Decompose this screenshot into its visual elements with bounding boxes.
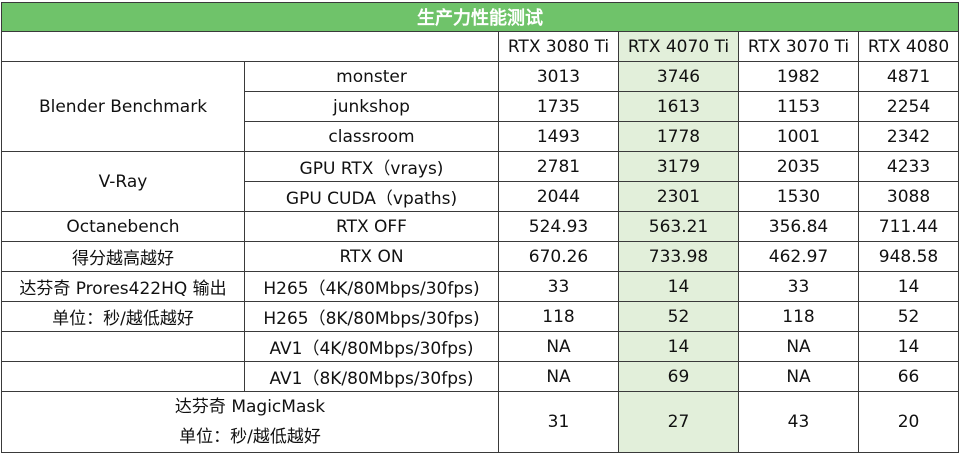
row-label: monster: [244, 61, 499, 92]
row-label: AV1（8K/80Mbps/30fps): [244, 361, 499, 392]
row-label: H265（4K/80Mbps/30fps): [244, 271, 499, 302]
value-cell: 14: [857, 331, 959, 362]
header-empty-cell: [1, 31, 499, 62]
table-row: GPU CUDA（vpaths) 2044 2301 1530 3088: [2, 181, 959, 212]
group-vray: V-Ray: [1, 151, 245, 212]
table-row: AV1（4K/80Mbps/30fps) NA 14 NA 14: [1, 331, 959, 362]
value-cell: 1982: [738, 61, 859, 92]
value-cell: NA: [738, 331, 859, 362]
group-blender-benchmark: Blender Benchmark: [1, 61, 245, 152]
title-row: 生产力性能测试: [0, 2, 959, 32]
value-cell: 2044: [498, 181, 619, 212]
value-cell: 118: [738, 301, 859, 332]
table-row: V-Ray GPU RTX（vrays) 2781 3179 2035 4233: [1, 151, 959, 212]
value-cell: 3013: [498, 61, 619, 92]
value-cell: 1735: [498, 91, 619, 122]
table-row: Octanebench RTX OFF 524.93 563.21 356.84…: [1, 211, 959, 242]
value-cell: 670.26: [498, 241, 619, 272]
table-row: Blender Benchmark monster 3013 3746 1982…: [1, 61, 959, 152]
value-cell: 20: [857, 391, 959, 453]
table-title: 生产力性能测试: [0, 2, 959, 32]
value-cell: 66: [857, 361, 959, 392]
column-header: RTX 4070 Ti: [618, 31, 739, 62]
value-cell: 462.97: [738, 241, 859, 272]
row-label: classroom: [244, 121, 499, 152]
value-cell: 2254: [857, 91, 959, 122]
value-cell: 31: [498, 391, 619, 453]
value-cell: 3088: [857, 181, 959, 212]
header-row: RTX 3080 Ti RTX 4070 Ti RTX 3070 Ti RTX …: [1, 31, 959, 62]
value-cell: 1001: [738, 121, 859, 152]
row-label: GPU CUDA（vpaths): [244, 181, 499, 212]
value-cell: 14: [618, 271, 739, 302]
value-cell: 69: [618, 361, 739, 392]
table-row: AV1（8K/80Mbps/30fps) NA 69 NA 66: [1, 361, 959, 392]
group-octanebench: Octanebench: [1, 211, 245, 242]
value-cell: 3179: [618, 151, 739, 182]
value-cell: 33: [498, 271, 619, 302]
row-label: junkshop: [244, 91, 499, 122]
table-row: 单位：秒/越低越好 H265（8K/80Mbps/30fps) 118 52 1…: [1, 301, 959, 332]
value-cell: NA: [738, 361, 859, 392]
value-cell: 118: [498, 301, 619, 332]
value-cell: 563.21: [618, 211, 739, 242]
empty-group-cell: [1, 361, 245, 392]
value-cell: 356.84: [738, 211, 859, 242]
value-cell: 711.44: [857, 211, 959, 242]
column-header: RTX 3070 Ti: [738, 31, 859, 62]
value-cell: 2342: [857, 121, 959, 152]
value-cell: 4233: [857, 151, 959, 182]
group-octanebench-note: 得分越高越好: [1, 241, 245, 272]
value-cell: NA: [498, 361, 619, 392]
row-label: RTX OFF: [244, 211, 499, 242]
row-label: H265（8K/80Mbps/30fps): [244, 301, 499, 332]
value-cell: NA: [498, 331, 619, 362]
value-cell: 33: [738, 271, 859, 302]
column-header: RTX 4080: [857, 31, 959, 62]
row-label: RTX ON: [244, 241, 499, 272]
value-cell: 524.93: [498, 211, 619, 242]
value-cell: 2781: [498, 151, 619, 182]
group-davinci-prores-note: 单位：秒/越低越好: [1, 301, 245, 332]
value-cell: 1493: [498, 121, 619, 152]
table-row: junkshop 1735 1613 1153 2254: [2, 91, 959, 122]
value-cell: 1778: [618, 121, 739, 152]
value-cell: 948.58: [857, 241, 959, 272]
value-cell: 4871: [857, 61, 959, 92]
table-row: 达芬奇 Prores422HQ 输出 H265（4K/80Mbps/30fps)…: [1, 271, 959, 302]
value-cell: 52: [857, 301, 959, 332]
table-row: 达芬奇 MagicMask 单位：秒/越低越好 31 27 43 20: [1, 391, 959, 453]
row-label: GPU RTX（vrays): [244, 151, 499, 182]
value-cell: 52: [618, 301, 739, 332]
row-label: AV1（4K/80Mbps/30fps): [244, 331, 499, 362]
table-row: classroom 1493 1778 1001 2342: [2, 121, 959, 152]
value-cell: 14: [857, 271, 959, 302]
value-cell: 14: [618, 331, 739, 362]
value-cell: 3746: [618, 61, 739, 92]
column-header: RTX 3080 Ti: [498, 31, 619, 62]
value-cell: 27: [618, 391, 739, 453]
magicmask-note: 单位：秒/越低越好: [179, 427, 321, 447]
value-cell: 1530: [738, 181, 859, 212]
magicmask-title: 达芬奇 MagicMask: [174, 397, 326, 417]
value-cell: 1153: [738, 91, 859, 122]
group-davinci-prores: 达芬奇 Prores422HQ 输出: [1, 271, 245, 302]
value-cell: 2301: [618, 181, 739, 212]
value-cell: 43: [738, 391, 859, 453]
empty-group-cell: [1, 331, 245, 362]
group-davinci-magicmask: 达芬奇 MagicMask 单位：秒/越低越好: [1, 391, 499, 453]
value-cell: 733.98: [618, 241, 739, 272]
table-row: 得分越高越好 RTX ON 670.26 733.98 462.97 948.5…: [1, 241, 959, 272]
value-cell: 2035: [738, 151, 859, 182]
value-cell: 1613: [618, 91, 739, 122]
